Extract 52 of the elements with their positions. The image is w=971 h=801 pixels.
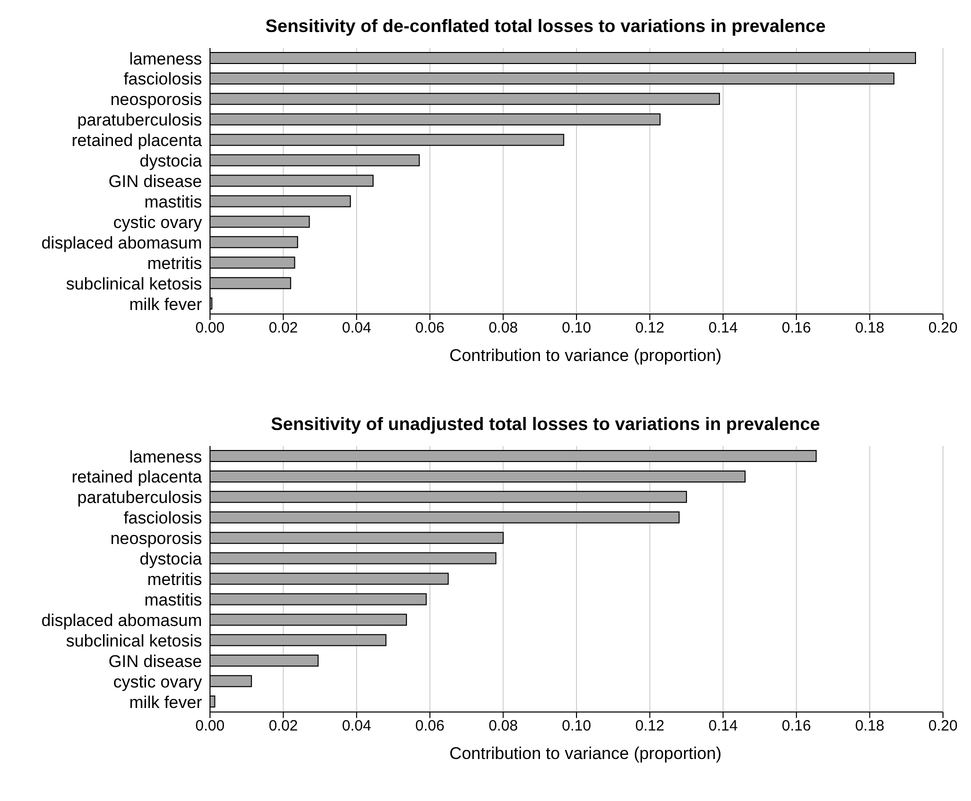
x-tick-label: 0.02 (268, 320, 298, 337)
x-tick-label: 0.06 (415, 320, 444, 337)
x-axis-title: Contribution to variance (proportion) (448, 744, 723, 764)
y-tick-label: dystocia (140, 550, 203, 569)
x-tick-label: 0.12 (635, 320, 664, 337)
y-tick-label: metritis (147, 570, 202, 590)
x-tick-label: 0.00 (195, 718, 225, 735)
y-tick-label: retained placenta (72, 131, 203, 150)
chart-title: Sensitivity of de-conflated total losses to variations in prevalence (264, 15, 827, 38)
y-tick-label: neosporosis (110, 529, 202, 548)
y-tick-label: mastitis (144, 590, 202, 610)
x-tick-label: 0.14 (708, 718, 738, 735)
x-tick-label: 0.20 (928, 718, 958, 735)
x-tick-label: 0.16 (782, 320, 811, 337)
x-tick-label: 0.18 (855, 718, 884, 735)
y-tick-label: mastitis (144, 192, 202, 212)
x-tick-label: 0.08 (488, 718, 518, 735)
y-tick-label: fasciolosis (124, 508, 202, 528)
x-tick-label: 0.02 (268, 718, 298, 735)
x-axis-title: Contribution to variance (proportion) (448, 346, 723, 366)
y-tick-label: subclinical ketosis (66, 274, 202, 294)
y-tick-label: retained placenta (72, 468, 203, 487)
x-tick-label: 0.08 (488, 320, 518, 337)
y-tick-label: milk fever (129, 692, 202, 712)
y-tick-label: displaced abomasum (41, 233, 202, 252)
y-tick-label: GIN disease (108, 172, 202, 192)
y-tick-label: milk fever (129, 294, 202, 314)
y-tick-label: subclinical ketosis (66, 631, 202, 650)
x-tick-label: 0.16 (782, 718, 811, 735)
y-tick-label: dystocia (140, 152, 203, 171)
y-tick-label: cystic ovary (113, 672, 202, 692)
y-tick-label: lameness (129, 49, 202, 68)
y-tick-label: fasciolosis (124, 70, 202, 89)
x-tick-label: 0.06 (415, 718, 444, 735)
x-tick-label: 0.12 (635, 718, 664, 735)
y-tick-label: displaced abomasum (41, 610, 202, 630)
x-tick-label: 0.04 (342, 718, 372, 735)
x-tick-label: 0.20 (928, 320, 958, 337)
x-tick-label: 0.00 (195, 320, 225, 337)
x-tick-label: 0.18 (855, 320, 884, 337)
y-tick-label: paratuberculosis (77, 110, 202, 130)
y-tick-label: GIN disease (108, 652, 202, 671)
x-tick-label: 0.10 (562, 718, 592, 735)
x-tick-label: 0.14 (708, 320, 738, 337)
y-tick-label: cystic ovary (113, 212, 202, 232)
y-tick-label: metritis (147, 254, 202, 273)
y-tick-label: paratuberculosis (77, 488, 202, 508)
x-tick-label: 0.04 (342, 320, 372, 337)
x-tick-label: 0.10 (562, 320, 592, 337)
y-tick-label: neosporosis (110, 90, 202, 110)
chart-title: Sensitivity of unadjusted total losses to variations in prevalence (270, 413, 822, 436)
y-tick-label: lameness (129, 447, 202, 466)
